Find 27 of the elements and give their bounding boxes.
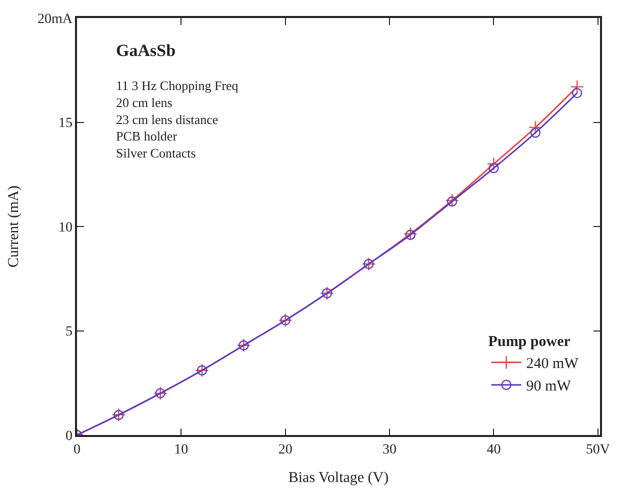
x-axis-title: Bias Voltage (V): [288, 470, 389, 486]
legend-title: Pump power: [488, 334, 571, 350]
x-tick-label: 20: [278, 442, 292, 458]
point: [486, 157, 501, 171]
point: [570, 80, 584, 94]
y-tick-label: 20mA: [37, 12, 74, 27]
point: [405, 230, 416, 240]
legend-label: 240 mW: [526, 356, 580, 372]
legend-label: 90 mW: [526, 378, 572, 395]
annotation: 11 3 Hz Chopping Freq 20 cm lens 23 cm lens distance PCB holder Silver Contacts: [116, 78, 239, 161]
point: [403, 226, 418, 241]
x-tick-label: 10: [174, 442, 188, 458]
y-tick-label: 10: [58, 220, 72, 236]
x-tick-label: 50V: [586, 442, 610, 458]
point: [528, 120, 542, 134]
y-tick-label: 5: [65, 324, 72, 340]
y-axis-title: Current (mA): [6, 185, 22, 268]
point: [488, 163, 499, 174]
point: [530, 128, 541, 138]
x-tick-label: 30: [382, 442, 397, 458]
annotation: GaAsSb: [116, 41, 176, 60]
y-tick-label: 15: [58, 116, 72, 132]
point: [446, 196, 458, 207]
y-tick-label: 0: [65, 428, 72, 444]
x-tick-label: 40: [486, 442, 501, 458]
point: [445, 194, 459, 208]
point: [572, 88, 582, 98]
